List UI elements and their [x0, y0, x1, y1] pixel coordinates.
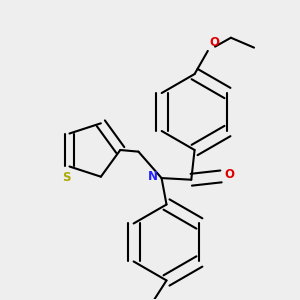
Text: O: O [209, 36, 219, 49]
Text: O: O [224, 168, 234, 181]
Text: N: N [148, 170, 158, 183]
Text: S: S [62, 172, 70, 184]
